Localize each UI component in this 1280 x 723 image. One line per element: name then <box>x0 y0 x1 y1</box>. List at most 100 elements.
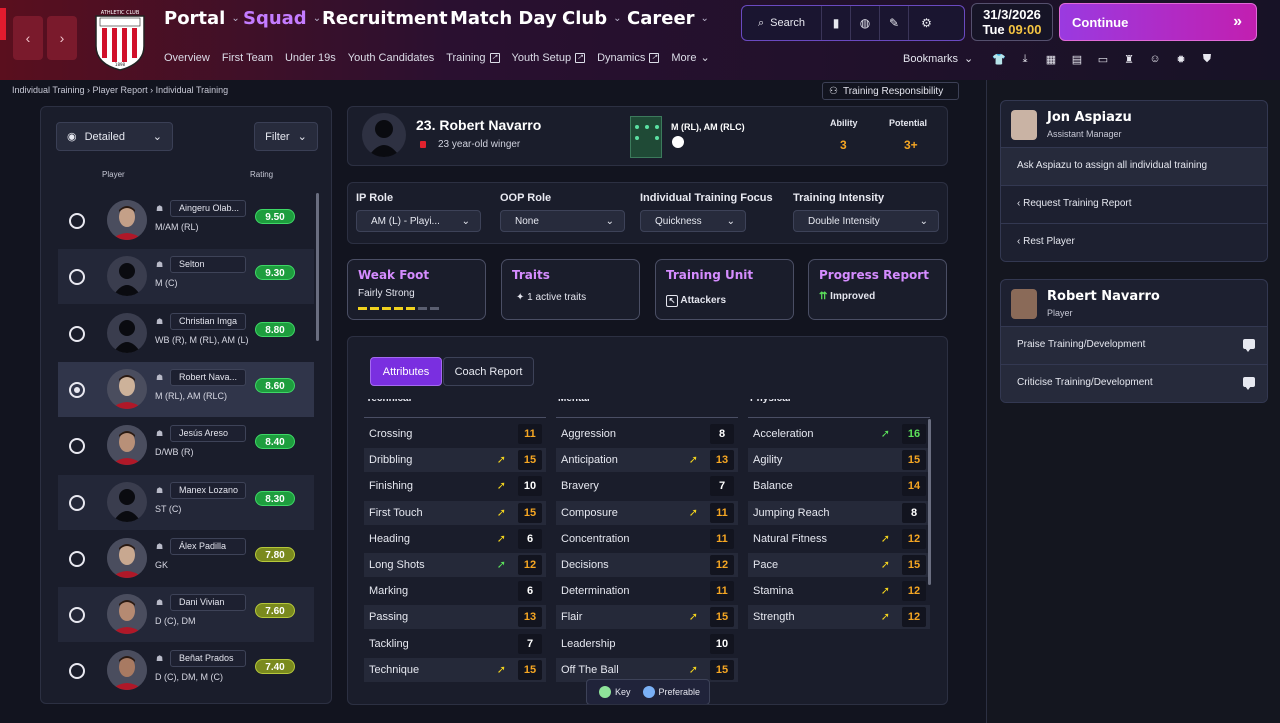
player-select-radio[interactable] <box>69 325 85 342</box>
attribute-row[interactable]: Long Shots ➚ 12 <box>364 553 546 577</box>
breadcrumb-item[interactable]: Player Report <box>92 85 148 95</box>
subnav-more[interactable]: More ⌄ <box>671 51 709 65</box>
nav-portal[interactable]: Portal ⌄ <box>164 8 240 29</box>
subnav-training[interactable]: Training ↗ <box>446 51 500 64</box>
gear-icon[interactable]: ⚙ <box>921 16 932 30</box>
chat-icon[interactable]: ▭ <box>1097 53 1109 66</box>
player-row[interactable]: ☗ Álex Padilla GK 7.80 <box>58 531 314 586</box>
player-name[interactable]: Jesús Areso <box>170 425 246 443</box>
player-name[interactable]: Manex Lozano <box>170 481 246 499</box>
back-button[interactable]: ‹ <box>13 16 43 60</box>
training-intensity-select[interactable]: Double Intensity ⌄ <box>793 210 939 232</box>
column-header-player[interactable]: Player <box>102 170 125 179</box>
attribute-row[interactable]: Aggression 8 <box>556 422 738 446</box>
player-row[interactable]: ☗ Beñat Prados D (C), DM, M (C) 7.40 <box>58 643 314 698</box>
progress-report-card[interactable]: Progress Report ⇈ Improved <box>808 259 947 320</box>
attribute-row[interactable]: Agility 15 <box>748 448 930 473</box>
player-row[interactable]: ☗ Manex Lozano ST (C) 8.30 <box>58 474 314 530</box>
player-row[interactable]: ☗ Dani Vivian D (C), DM 7.60 <box>58 587 314 643</box>
attribute-row[interactable]: Tackling 7 <box>364 632 546 656</box>
date-display[interactable]: 31/3/2026 Tue 09:00 <box>971 3 1053 41</box>
attribute-row[interactable]: Marking 6 <box>364 579 546 603</box>
assign-all-training-item[interactable]: Ask Aspiazu to assign all individual tra… <box>1001 147 1267 185</box>
player-select-radio[interactable] <box>69 213 85 229</box>
attribute-row[interactable]: Off The Ball ➚ 15 <box>556 657 738 682</box>
player-card-name[interactable]: Robert Navarro <box>1047 289 1160 304</box>
attribute-row[interactable]: Anticipation ➚ 13 <box>556 448 738 473</box>
continue-button[interactable]: Continue » <box>1059 3 1257 41</box>
attribute-row[interactable]: Passing 13 <box>364 605 546 630</box>
bookmarks-dropdown[interactable]: Bookmarks ⌄ <box>903 52 973 66</box>
training-focus-select[interactable]: Quickness ⌄ <box>640 210 746 232</box>
player-select-radio[interactable] <box>69 381 85 398</box>
attribute-row[interactable]: Finishing ➚ 10 <box>364 474 546 498</box>
nav-club[interactable]: Club ⌄ <box>562 8 621 29</box>
ip-role-select[interactable]: AM (L) - Playi... ⌄ <box>356 210 481 232</box>
nav-career[interactable]: Career ⌄ <box>627 8 709 29</box>
club-crest-logo[interactable]: ATHLETIC CLUB 1898 <box>92 6 148 72</box>
attribute-row[interactable]: Crossing 11 <box>364 422 546 446</box>
player-name[interactable]: Aingeru Olab... <box>170 200 246 217</box>
view-dropdown[interactable]: ◉ Detailed ⌄ <box>56 122 173 151</box>
report-icon[interactable]: ▤ <box>1071 53 1083 66</box>
player-select-radio[interactable] <box>69 438 85 455</box>
forward-button[interactable]: › <box>47 16 77 60</box>
request-training-report-item[interactable]: ‹ Request Training Report <box>1001 185 1267 223</box>
attribute-row[interactable]: Dribbling ➚ 15 <box>364 448 546 473</box>
shirt-icon[interactable]: 👕 <box>992 53 1006 66</box>
tab-coach-report[interactable]: Coach Report <box>443 357 534 386</box>
calendar-icon[interactable]: ▦ <box>1045 53 1057 66</box>
trophy-icon[interactable]: ♜ <box>1124 53 1134 66</box>
player-name[interactable]: Christian Imga <box>170 312 246 330</box>
rest-player-item[interactable]: ‹ Rest Player <box>1001 223 1267 261</box>
training-unit-card[interactable]: Training Unit ↖ Attackers <box>655 259 794 320</box>
assistant-name[interactable]: Jon Aspiazu <box>1047 110 1132 125</box>
nav-recruitment[interactable]: Recruitment ⌄ <box>322 8 462 29</box>
shield-icon[interactable]: ⛊ <box>1202 52 1212 65</box>
breadcrumb-item[interactable]: Individual Training <box>12 85 85 95</box>
attribute-row[interactable]: Acceleration ➚ 16 <box>748 422 930 446</box>
training-responsibility-button[interactable]: ⚇ Training Responsibility <box>822 82 959 100</box>
attribute-row[interactable]: Strength ➚ 12 <box>748 605 930 630</box>
traits-card[interactable]: Traits ✦ 1 active traits <box>501 259 640 320</box>
player-select-radio[interactable] <box>69 269 85 286</box>
attribute-row[interactable]: Concentration 11 <box>556 527 738 551</box>
position-pitch-diagram[interactable] <box>630 116 662 158</box>
player-select-radio[interactable] <box>69 550 85 567</box>
settings-cog-icon[interactable]: ✹ <box>1176 53 1186 66</box>
oop-role-select[interactable]: None ⌄ <box>500 210 625 232</box>
player-name[interactable]: Beñat Prados <box>170 650 246 668</box>
player-name[interactable]: Robert Nava... <box>170 368 246 386</box>
phone-icon[interactable]: ▮ <box>822 6 851 40</box>
subnav-youth-setup[interactable]: Youth Setup ↗ <box>512 51 586 64</box>
filter-dropdown[interactable]: Filter ⌄ <box>254 122 318 151</box>
attribute-row[interactable]: Decisions 12 <box>556 553 738 577</box>
attribute-row[interactable]: First Touch ➚ 15 <box>364 500 546 525</box>
attribute-row[interactable]: Composure ➚ 11 <box>556 500 738 525</box>
download-icon[interactable]: ⤓ <box>1022 52 1028 65</box>
globe-icon[interactable]: ◍ <box>851 6 880 40</box>
attribute-row[interactable]: Natural Fitness ➚ 12 <box>748 527 930 551</box>
player-select-radio[interactable] <box>69 607 85 624</box>
attribute-row[interactable]: Heading ➚ 6 <box>364 527 546 551</box>
attribute-row[interactable]: Determination 11 <box>556 579 738 603</box>
weak-foot-card[interactable]: Weak Foot Fairly Strong <box>347 259 486 320</box>
player-row[interactable]: ☗ Christian Imga WB (R), M (RL), AM (L) 8.8… <box>58 306 314 361</box>
praise-training-item[interactable]: Praise Training/Development <box>1001 326 1267 364</box>
player-name[interactable]: Álex Padilla <box>170 537 246 555</box>
attributes-scrollbar[interactable] <box>928 419 931 585</box>
player-select-radio[interactable] <box>69 494 85 511</box>
player-name[interactable]: Selton <box>170 256 246 274</box>
pen-icon[interactable]: ✎ <box>880 6 909 40</box>
search-button[interactable]: ⌕ Search <box>742 6 822 40</box>
attribute-row[interactable]: Flair ➚ 15 <box>556 605 738 630</box>
staff-icon[interactable]: ☺ <box>1149 53 1161 65</box>
player-name[interactable]: Dani Vivian <box>170 594 246 612</box>
nav-match-day[interactable]: Match Day ⌄ <box>450 8 571 29</box>
nav-squad[interactable]: Squad ⌄ <box>243 8 321 29</box>
criticise-training-item[interactable]: Criticise Training/Development <box>1001 364 1267 402</box>
attribute-row[interactable]: Pace ➚ 15 <box>748 553 930 577</box>
attribute-row[interactable]: Jumping Reach 8 <box>748 500 930 525</box>
player-row[interactable]: ☗ Aingeru Olab... M/AM (RL) 9.50 <box>58 193 314 248</box>
subnav-dynamics[interactable]: Dynamics ↗ <box>597 51 660 64</box>
